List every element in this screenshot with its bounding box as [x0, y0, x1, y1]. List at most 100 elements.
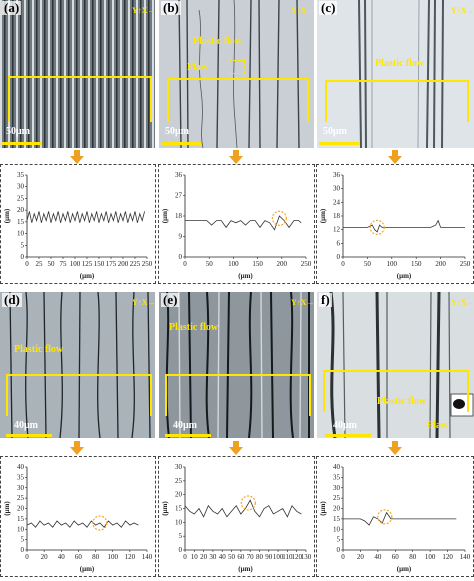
profile-box-d: 0 20 40 60 80 100 120 140 0 5 10 15 20 25 30 35 40 (μm) (μ… [0, 456, 156, 577]
y-tick-label: 36 [333, 171, 341, 179]
y-tick-label: 35 [17, 171, 25, 179]
micrograph-f: f) Y↑X→ Plastic flow Flaw 40μm [317, 292, 474, 438]
scale-line-a [2, 142, 42, 145]
scan-region-e [165, 374, 311, 416]
y-tick-label: 10 [175, 518, 183, 526]
x-tick-label: 200 [435, 260, 446, 268]
compass-a: Y↑X→ [132, 6, 155, 15]
x-tick-label: 100 [387, 260, 398, 268]
micrograph-a: (a) Y↑X→ 50μm [0, 0, 155, 148]
profile-chart-c: 0 50 100 150 200 250 0 6 12 18 24 30 36 (μm) (μm) [319, 171, 471, 280]
y-tick-label: 30 [333, 185, 341, 193]
x-tick-label: 50 [48, 260, 56, 268]
scan-region-d [6, 374, 152, 416]
profile-line [343, 511, 457, 526]
y-tick-label: 30 [333, 484, 341, 492]
profile-box-b: 0 50 100 150 200 250 0 9 18 27 36 (μm) (μm) [158, 164, 315, 284]
compass-f: Y↑X→ [451, 298, 474, 307]
profile-chart-b: 0 50 100 150 200 250 0 9 18 27 36 (μm) (μm) [161, 171, 312, 280]
y-tick-label: 10 [333, 525, 341, 533]
y-tick-label: 15 [17, 218, 25, 226]
compass-e: Y↑X→ [291, 298, 314, 307]
panel-label-b: (b) [161, 0, 181, 15]
x-tick-label: 225 [130, 260, 141, 268]
x-tick-label: 10 [191, 553, 199, 561]
x-tick-label: 80 [409, 553, 417, 561]
y-tick-label: 25 [333, 494, 341, 502]
x-tick-label: 30 [209, 553, 217, 561]
x-tick-label: 50 [364, 260, 372, 268]
y-tick-label: 0 [337, 546, 341, 554]
micrograph-e: (e) Y↑X→ Plastic flow 40μm [159, 292, 314, 438]
x-tick-label: 80 [256, 553, 264, 561]
y-tick-label: 40 [333, 463, 341, 471]
y-axis-label: (μm) [319, 501, 327, 516]
y-tick-label: 0 [179, 546, 183, 554]
flaw-label-b: Flaw [187, 62, 209, 73]
y-tick-label: 0 [337, 253, 341, 261]
x-tick-label: 70 [247, 553, 255, 561]
scale-line-e [165, 434, 211, 437]
y-tick-label: 5 [21, 241, 25, 249]
micrograph-c-image [317, 0, 474, 148]
x-tick-label: 250 [301, 260, 312, 268]
x-tick-label: 60 [237, 553, 245, 561]
flaw-marker-b [229, 60, 245, 74]
x-tick-label: 40 [58, 553, 66, 561]
y-tick-label: 27 [175, 192, 183, 200]
scale-text-f: 40μm [333, 420, 357, 431]
x-tick-label: 20 [357, 553, 365, 561]
profile-chart-a: 0 25 50 75 100 125 150 175 200 225 250 0 5 10 15 20 25 30… [3, 171, 153, 280]
x-tick-label: 20 [41, 553, 49, 561]
micrograph-e-image [159, 292, 314, 438]
panel-label-e: (e) [161, 292, 180, 307]
profile-chart-f: 0 20 40 60 80 100 120 140 0 5 10 15 20 25 30 35 40 (μm) (μ… [319, 463, 471, 573]
y-tick-label: 35 [333, 473, 341, 481]
x-tick-label: 0 [341, 260, 345, 268]
down-arrow-icon-b [229, 150, 243, 164]
x-tick-label: 100 [107, 553, 118, 561]
x-tick-label: 100 [425, 553, 436, 561]
down-arrow-icon-f [388, 441, 402, 455]
scale-text-c: 50μm [323, 126, 347, 137]
y-tick-label: 20 [175, 491, 183, 499]
y-tick-label: 35 [17, 473, 25, 481]
y-tick-label: 18 [175, 212, 183, 220]
scan-region-c [325, 80, 469, 122]
x-tick-label: 175 [106, 260, 117, 268]
compass-c: Y↑X→ [451, 6, 474, 15]
x-axis-label: (μm) [238, 272, 253, 280]
y-axis-label: (μm) [3, 501, 11, 516]
x-axis-label: (μm) [397, 272, 412, 280]
x-tick-label: 250 [142, 260, 153, 268]
scale-line-d [6, 434, 52, 437]
x-tick-label: 60 [75, 553, 83, 561]
profile-box-c: 0 50 100 150 200 250 0 6 12 18 24 30 36 (μm) (μm) [316, 164, 474, 284]
profile-line [26, 211, 145, 223]
x-tick-label: 150 [252, 260, 263, 268]
highlight-circle [92, 515, 108, 531]
y-tick-label: 0 [21, 253, 25, 261]
y-axis-label: (μm) [161, 501, 169, 516]
x-tick-label: 100 [70, 260, 81, 268]
x-tick-label: 150 [411, 260, 422, 268]
highlight-circle [369, 219, 385, 235]
profile-box-e: 0 10 20 30 40 50 60 70 80 90 100 110 120 130 0 5 10 15 20 2… [158, 456, 315, 577]
y-tick-label: 6 [337, 239, 341, 247]
profile-box-f: 0 20 40 60 80 100 120 140 0 5 10 15 20 25 30 35 40 (μm) (μ… [316, 456, 474, 577]
micrograph-f-image [317, 292, 474, 438]
profile-line [185, 215, 302, 231]
x-axis-label: (μm) [80, 272, 95, 280]
x-tick-label: 110 [282, 553, 293, 561]
x-tick-label: 60 [392, 553, 400, 561]
panel-label-c: (c) [319, 0, 338, 15]
micrograph-c: (c) Y↑X→ Plastic flow 50μm [317, 0, 474, 148]
highlight-circle [240, 495, 256, 511]
compass-b: Y↑X→ [291, 6, 314, 15]
x-tick-label: 250 [460, 260, 471, 268]
y-tick-label: 5 [21, 536, 25, 544]
profile-box-a: 0 25 50 75 100 125 150 175 200 225 250 0 5 10 15 20 25 30… [0, 164, 156, 284]
profile-chart-d: 0 20 40 60 80 100 120 140 0 5 10 15 20 25 30 35 40 (μm) (μ… [3, 463, 153, 573]
x-tick-label: 40 [374, 553, 382, 561]
y-tick-label: 18 [333, 212, 341, 220]
